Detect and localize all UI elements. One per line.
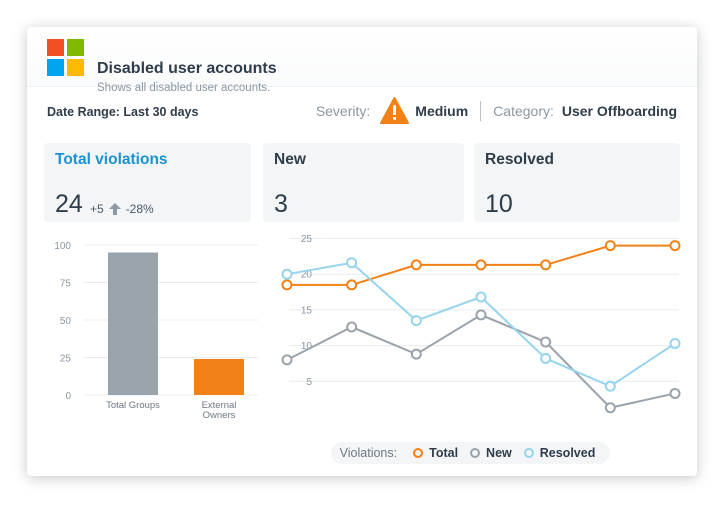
bar-1 bbox=[194, 359, 244, 395]
page-title: Disabled user accounts bbox=[97, 60, 277, 77]
line-y-tick-label: 10 bbox=[301, 341, 313, 352]
new-label: New bbox=[274, 151, 306, 168]
report-header bbox=[27, 27, 697, 87]
point-new bbox=[281, 354, 293, 366]
resolved-value: 10 bbox=[485, 190, 513, 218]
point-resolved bbox=[475, 291, 487, 303]
chart-legend: Violations: Total New Resolved bbox=[331, 442, 610, 464]
resolved-card[interactable]: Resolved 10 bbox=[474, 143, 680, 222]
logo-tile-green bbox=[67, 39, 84, 56]
point-total bbox=[540, 259, 552, 271]
point-total bbox=[281, 279, 293, 291]
series-line-new bbox=[286, 313, 676, 409]
legend-item-total[interactable]: Total bbox=[413, 446, 458, 460]
point-new bbox=[475, 309, 487, 321]
total-violations-label: Total violations bbox=[55, 151, 168, 168]
point-resolved bbox=[410, 315, 422, 327]
category-label: Category: bbox=[493, 103, 554, 119]
point-new bbox=[669, 387, 681, 399]
point-resolved bbox=[346, 257, 358, 269]
line-y-tick-label: 5 bbox=[306, 377, 312, 388]
arrow-up-icon bbox=[108, 203, 121, 215]
line-y-tick-label: 25 bbox=[301, 234, 313, 245]
point-resolved bbox=[604, 380, 616, 392]
report-card: Disabled user accounts Shows all disable… bbox=[27, 27, 697, 476]
bar-y-tick-label: 25 bbox=[60, 354, 72, 365]
page-subtitle: Shows all disabled user accounts. bbox=[97, 82, 271, 94]
line-y-tick-label: 20 bbox=[301, 270, 313, 281]
category-value: User Offboarding bbox=[561, 103, 677, 119]
bar-0 bbox=[108, 252, 158, 395]
report-meta: Severity: Medium Category: User Offboard… bbox=[316, 95, 677, 127]
legend-item-new[interactable]: New bbox=[470, 446, 512, 460]
bar-y-tick-label: 0 bbox=[65, 391, 71, 402]
point-total bbox=[410, 259, 422, 271]
point-resolved bbox=[281, 268, 293, 280]
legend-label-resolved: Resolved bbox=[539, 446, 596, 460]
legend-title: Violations: bbox=[339, 446, 398, 460]
point-total bbox=[604, 240, 616, 252]
resolved-label: Resolved bbox=[485, 151, 554, 168]
series-line-resolved bbox=[286, 261, 676, 388]
total-violations-value: 24 bbox=[55, 190, 83, 218]
point-resolved bbox=[540, 352, 552, 364]
severity-label: Severity: bbox=[315, 103, 371, 119]
new-value: 3 bbox=[274, 190, 288, 218]
point-new bbox=[346, 321, 358, 333]
total-violations-delta: +5 -28% bbox=[90, 202, 154, 216]
warning-icon bbox=[380, 97, 410, 124]
bar-x-tick-label: Total Groups bbox=[106, 400, 160, 411]
legend-label-total: Total bbox=[429, 446, 459, 460]
line-chart: 51015202511/10/202012/10/202013/10/20201… bbox=[281, 234, 681, 414]
bar-y-tick-label: 100 bbox=[54, 241, 71, 252]
legend-ring-total bbox=[413, 448, 424, 458]
severity-value: Medium bbox=[415, 103, 469, 119]
total-violations-card[interactable]: Total violations 24 +5 -28% bbox=[44, 143, 251, 222]
logo-tile-yellow bbox=[67, 59, 84, 76]
point-total bbox=[475, 259, 487, 271]
new-card[interactable]: New 3 bbox=[263, 143, 464, 222]
microsoft-logo-icon bbox=[47, 39, 84, 76]
bar-y-tick-label: 75 bbox=[60, 279, 72, 290]
legend-label-new: New bbox=[486, 446, 512, 460]
bar-x-tick-label: Owners bbox=[203, 410, 236, 421]
bar-y-tick-label: 50 bbox=[60, 316, 72, 327]
legend-ring-resolved bbox=[523, 448, 534, 458]
line-y-tick-label: 15 bbox=[301, 305, 313, 316]
delta-count: +5 bbox=[90, 202, 104, 216]
point-resolved bbox=[669, 337, 681, 349]
point-total bbox=[669, 240, 681, 252]
point-total bbox=[346, 279, 358, 291]
legend-item-resolved[interactable]: Resolved bbox=[523, 446, 596, 460]
bar-x-tick-label: External bbox=[202, 400, 237, 411]
point-new bbox=[604, 402, 616, 414]
logo-tile-red bbox=[47, 39, 64, 56]
logo-tile-blue bbox=[47, 59, 64, 76]
meta-divider bbox=[480, 101, 482, 121]
point-new bbox=[410, 348, 422, 360]
delta-percent: -28% bbox=[125, 202, 154, 216]
point-new bbox=[540, 336, 552, 348]
date-range-filter[interactable]: Date Range: Last 30 days bbox=[47, 105, 199, 119]
legend-ring-new bbox=[470, 448, 481, 458]
